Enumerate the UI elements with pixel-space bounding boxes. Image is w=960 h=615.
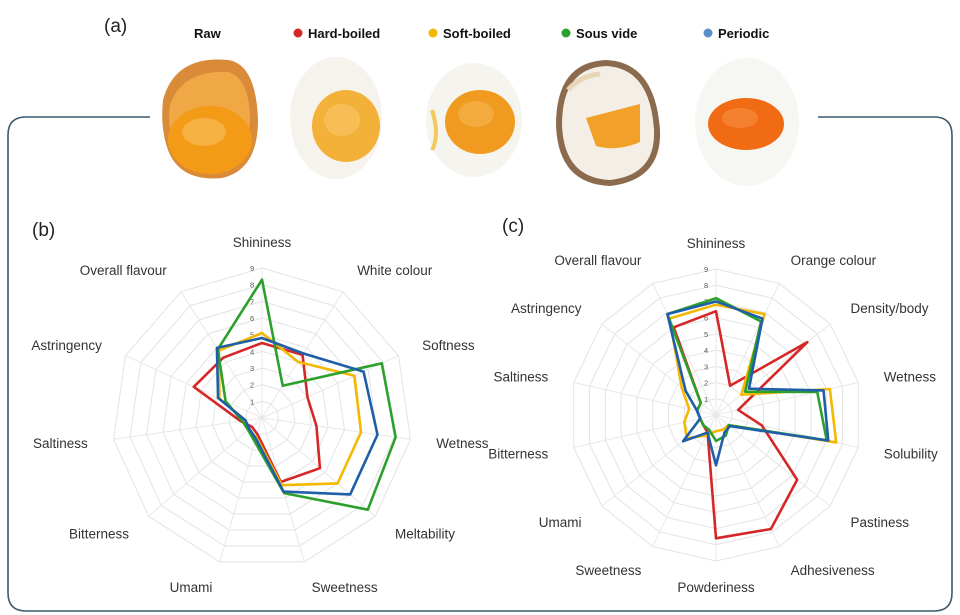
spoke-overall-flavour <box>180 291 263 419</box>
hard-boiled-egg-icon <box>290 57 382 179</box>
raw-egg-icon <box>162 59 258 179</box>
legend-label-periodic: Periodic <box>718 26 769 41</box>
axis-label-wetness: Wetness <box>436 436 489 451</box>
tick-label-2: 2 <box>250 381 254 390</box>
axis-label-umami: Umami <box>539 515 582 530</box>
legend: Raw Hard-boiled Soft-boiled Sous vide Pe… <box>194 26 769 41</box>
soft-boiled-egg-icon <box>426 63 522 177</box>
spoke-saltiness <box>113 417 263 440</box>
panel-label-a: (a) <box>104 16 127 37</box>
grid-ring-1 <box>244 400 280 435</box>
tick-label-8: 8 <box>704 281 708 290</box>
tick-label-4: 4 <box>250 347 254 356</box>
axis-label-adhesiveness: Adhesiveness <box>791 563 875 578</box>
spoke-orange-colour <box>715 283 780 416</box>
axis-label-meltability: Meltability <box>395 526 455 541</box>
axis-label-umami: Umami <box>170 580 213 595</box>
legend-label-sous-vide: Sous vide <box>576 26 637 41</box>
axis-label-wetness: Wetness <box>884 370 937 385</box>
spoke-astringency <box>601 323 717 416</box>
axis-label-bitterness: Bitterness <box>488 446 548 461</box>
grid-ring-9 <box>113 267 411 563</box>
axis-label-shininess: Shininess <box>687 236 746 251</box>
axis-label-white-colour: White colour <box>357 263 433 278</box>
legend-label-raw: Raw <box>194 26 222 41</box>
tick-label-1: 1 <box>704 395 708 404</box>
radar-chart-b: 1 2 3 4 5 6 7 8 9 Shininess White colour Softness We… <box>31 235 488 595</box>
axis-label-saltiness: Saltiness <box>33 436 88 451</box>
axis-label-softness: Softness <box>422 338 475 353</box>
axis-label-solubility: Solubility <box>884 446 938 461</box>
series-line-soft-boiled <box>217 331 363 487</box>
tick-label-6: 6 <box>250 314 254 323</box>
legend-label-hard-boiled: Hard-boiled <box>308 26 380 41</box>
axis-label-overall-flavour: Overall flavour <box>554 253 642 268</box>
grid-ring-5 <box>178 334 346 499</box>
legend-label-soft-boiled: Soft-boiled <box>443 26 511 41</box>
tick-label-9: 9 <box>704 265 708 274</box>
axis-label-saltiness: Saltiness <box>494 370 549 385</box>
spoke-overall-flavour <box>652 283 717 416</box>
tick-label-3: 3 <box>250 364 254 373</box>
axis-label-density-body: Density/body <box>851 301 929 316</box>
spoke-bitterness <box>148 417 263 517</box>
axis-label-bitterness: Bitterness <box>69 526 129 541</box>
axis-label-powderiness: Powderiness <box>677 580 755 595</box>
axis-label-pastiness: Pastiness <box>851 515 910 530</box>
spoke-umami <box>601 414 717 507</box>
grid-ring-8 <box>129 284 395 547</box>
axis-label-orange-colour: Orange colour <box>791 253 877 268</box>
axis-label-astringency: Astringency <box>511 301 582 316</box>
tick-label-8: 8 <box>250 281 254 290</box>
series-line-hard-boiled <box>192 341 322 484</box>
tick-label-3: 3 <box>704 362 708 371</box>
spoke-pastiness <box>715 414 831 507</box>
series-line-periodic <box>666 300 830 467</box>
series-line-periodic <box>215 336 379 496</box>
series-line-hard-boiled <box>672 309 809 540</box>
series-line-sous-vide <box>666 296 829 443</box>
tick-label-5: 5 <box>250 331 254 340</box>
axis-label-sweetness: Sweetness <box>575 563 641 578</box>
panel-label-b: (b) <box>32 220 55 241</box>
legend-dot-periodic <box>703 28 713 38</box>
spoke-sweetness <box>652 414 717 547</box>
spoke-adhesiveness <box>715 414 780 547</box>
axis-label-astringency: Astringency <box>31 338 102 353</box>
figure-border <box>7 116 953 612</box>
spoke-wetness <box>261 417 411 440</box>
periodic-egg-icon <box>695 58 799 186</box>
panel-label-c: (c) <box>502 216 524 237</box>
spoke-softness <box>261 355 399 419</box>
axis-label-sweetness: Sweetness <box>312 580 378 595</box>
tick-label-2: 2 <box>704 379 708 388</box>
tick-label-7: 7 <box>250 297 254 306</box>
series-line-sous-vide <box>216 278 397 511</box>
spoke-density-body <box>715 323 831 416</box>
axis-label-shininess: Shininess <box>233 235 292 250</box>
legend-dot-sous-vide <box>561 28 571 38</box>
spoke-saltiness <box>573 382 717 416</box>
grid-ring-7 <box>146 300 378 531</box>
sous-vide-egg-icon <box>556 60 661 186</box>
tick-label-4: 4 <box>704 346 708 355</box>
legend-dot-soft-boiled <box>428 28 438 38</box>
tick-label-1: 1 <box>250 397 254 406</box>
grid-ring-4 <box>195 350 329 483</box>
tick-label-9: 9 <box>250 264 254 273</box>
axis-label-overall-flavour: Overall flavour <box>80 263 168 278</box>
legend-dot-hard-boiled <box>293 28 303 38</box>
tick-label-6: 6 <box>704 314 708 323</box>
grid-ring-6 <box>162 317 362 515</box>
tick-label-5: 5 <box>704 330 708 339</box>
spoke-bitterness <box>573 414 717 448</box>
